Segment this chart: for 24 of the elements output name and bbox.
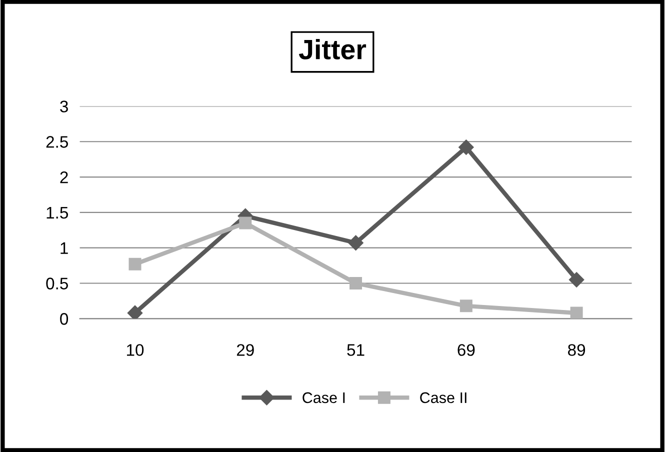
legend-label: Case I: [302, 392, 345, 404]
x-tick-label: 51: [347, 344, 364, 356]
point: [458, 140, 474, 155]
chart-title: Jitter: [298, 39, 366, 60]
x-tick-label: 10: [127, 344, 144, 356]
y-tick-label: 2: [60, 171, 68, 184]
point: [127, 305, 143, 319]
legend-label: Case II: [420, 392, 466, 404]
y-tick-label: 0.5: [46, 278, 68, 290]
point: [348, 235, 364, 250]
point: [128, 258, 142, 270]
point: [570, 306, 583, 319]
y-tick-label: 1.5: [46, 207, 68, 219]
x-tick-label: 89: [568, 344, 586, 356]
y-tick-label: 3: [60, 100, 68, 112]
point: [350, 277, 362, 290]
y-tick-label: 1: [60, 242, 68, 254]
y-tick-label: 2.5: [46, 136, 68, 148]
point: [460, 300, 472, 312]
y-tick-label: 0: [60, 313, 68, 325]
x-tick-label: 29: [236, 344, 254, 356]
point: [568, 272, 584, 288]
point: [239, 216, 252, 230]
x-tick-label: 69: [458, 344, 475, 356]
